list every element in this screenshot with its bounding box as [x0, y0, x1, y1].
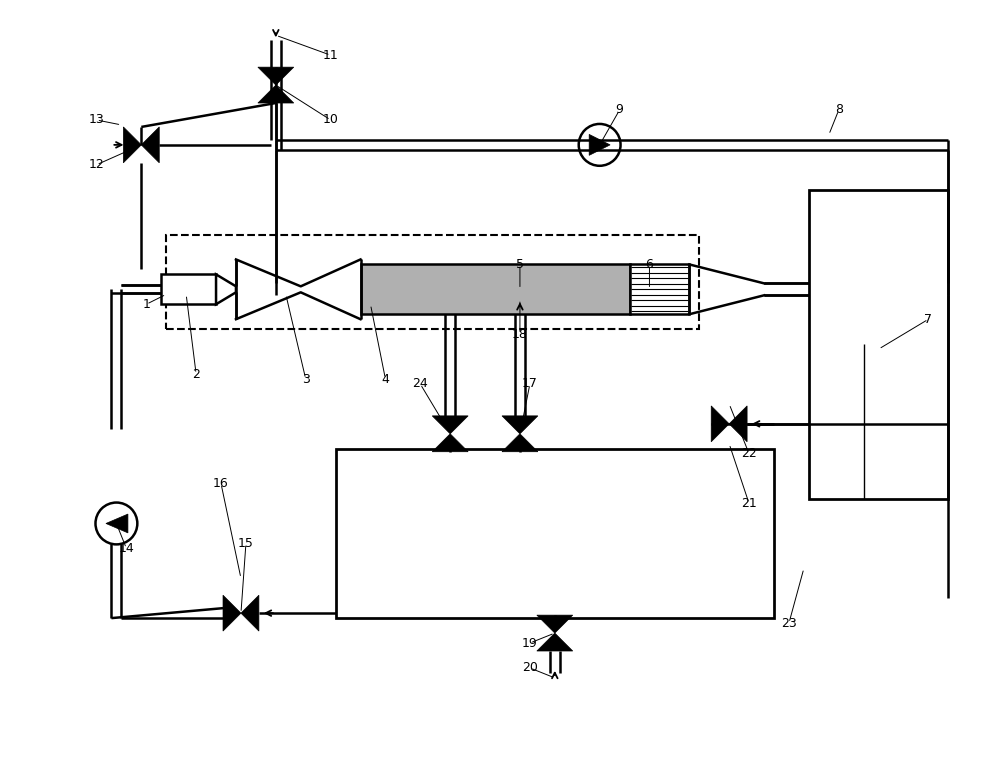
Text: 11: 11 — [323, 49, 338, 61]
Polygon shape — [258, 85, 294, 103]
Text: 24: 24 — [412, 377, 428, 390]
Polygon shape — [537, 615, 573, 633]
Text: 23: 23 — [781, 616, 797, 630]
Polygon shape — [537, 633, 573, 651]
Text: 12: 12 — [89, 159, 104, 172]
Text: 22: 22 — [741, 447, 757, 460]
Text: 21: 21 — [741, 497, 757, 510]
Polygon shape — [216, 275, 236, 304]
Polygon shape — [223, 595, 241, 631]
Polygon shape — [432, 416, 468, 434]
Polygon shape — [106, 514, 128, 533]
Text: 15: 15 — [238, 537, 254, 550]
Text: 3: 3 — [302, 373, 310, 386]
Text: 14: 14 — [118, 542, 134, 555]
Text: 17: 17 — [522, 377, 538, 390]
Text: 13: 13 — [89, 113, 104, 127]
Bar — [809, 190, 948, 499]
Text: 18: 18 — [512, 328, 528, 341]
Polygon shape — [502, 416, 538, 434]
Text: 4: 4 — [381, 373, 389, 386]
Text: 6: 6 — [646, 258, 653, 271]
Polygon shape — [589, 134, 610, 156]
Text: 1: 1 — [142, 298, 150, 310]
Text: 8: 8 — [835, 103, 843, 116]
Polygon shape — [141, 127, 159, 162]
Bar — [361, 264, 630, 314]
Polygon shape — [711, 406, 729, 442]
Polygon shape — [258, 67, 294, 85]
Text: 10: 10 — [323, 113, 339, 127]
Polygon shape — [123, 127, 141, 162]
Bar — [630, 264, 689, 314]
Polygon shape — [502, 434, 538, 452]
Text: 9: 9 — [616, 103, 623, 116]
Text: 5: 5 — [516, 258, 524, 271]
Text: 7: 7 — [924, 313, 932, 326]
Bar — [166, 235, 699, 329]
Bar — [161, 275, 216, 304]
Text: 16: 16 — [213, 477, 229, 490]
Bar — [336, 449, 774, 618]
Text: 2: 2 — [192, 367, 200, 380]
Polygon shape — [241, 595, 259, 631]
Text: 19: 19 — [522, 637, 538, 650]
Polygon shape — [432, 434, 468, 452]
Text: 20: 20 — [522, 661, 538, 675]
Polygon shape — [729, 406, 747, 442]
